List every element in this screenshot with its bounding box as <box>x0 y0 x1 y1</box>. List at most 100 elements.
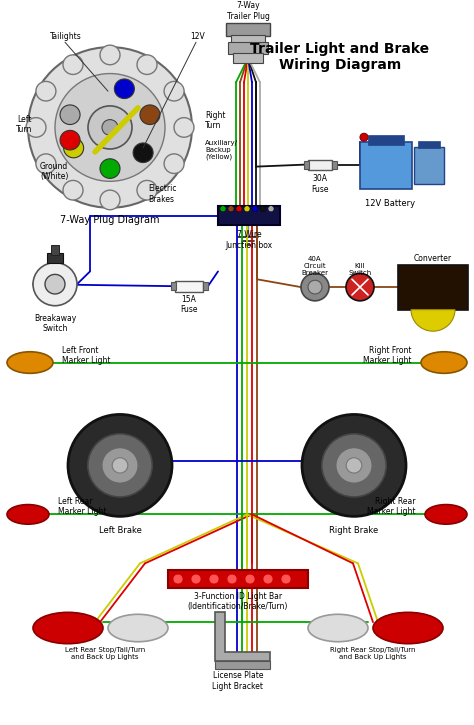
Circle shape <box>137 55 157 75</box>
Circle shape <box>174 117 194 137</box>
Circle shape <box>245 574 255 584</box>
Circle shape <box>244 206 250 212</box>
Text: 30A
Fuse: 30A Fuse <box>311 175 329 194</box>
Text: Ground
(White): Ground (White) <box>40 162 68 181</box>
Text: 7-Way Plug Diagram: 7-Way Plug Diagram <box>60 215 160 225</box>
Circle shape <box>60 105 80 125</box>
Bar <box>398 265 468 310</box>
Polygon shape <box>215 613 270 661</box>
Text: Right Front
Marker Light: Right Front Marker Light <box>364 346 412 365</box>
Circle shape <box>100 190 120 210</box>
Circle shape <box>164 81 184 101</box>
Circle shape <box>227 574 237 584</box>
Ellipse shape <box>373 613 443 644</box>
Circle shape <box>220 206 226 212</box>
Circle shape <box>260 206 266 212</box>
Wedge shape <box>411 310 455 331</box>
Circle shape <box>88 106 132 149</box>
Bar <box>51 245 59 254</box>
Circle shape <box>36 154 56 173</box>
Text: Left Rear Stop/Tail/Turn
and Back Up Lights: Left Rear Stop/Tail/Turn and Back Up Lig… <box>65 647 145 660</box>
Bar <box>233 53 263 63</box>
Circle shape <box>112 457 128 473</box>
Text: 12V Battery: 12V Battery <box>365 199 415 208</box>
Text: 12V: 12V <box>190 32 205 41</box>
Circle shape <box>26 117 46 137</box>
Bar <box>168 571 308 588</box>
Circle shape <box>133 143 153 162</box>
Bar <box>368 136 404 145</box>
Circle shape <box>63 55 83 75</box>
Ellipse shape <box>7 505 49 524</box>
Bar <box>360 142 412 189</box>
Circle shape <box>28 47 192 208</box>
Circle shape <box>102 447 138 484</box>
Ellipse shape <box>425 505 467 524</box>
Ellipse shape <box>33 613 103 644</box>
Circle shape <box>308 281 322 294</box>
Bar <box>231 36 265 43</box>
Bar <box>175 281 203 292</box>
Circle shape <box>114 79 134 99</box>
Circle shape <box>33 262 77 306</box>
Circle shape <box>302 415 406 516</box>
Bar <box>304 161 309 169</box>
Circle shape <box>360 133 368 141</box>
Text: Left Front
Marker Light: Left Front Marker Light <box>62 346 110 365</box>
Text: Kill
Switch: Kill Switch <box>348 263 372 276</box>
Bar <box>228 42 268 54</box>
Text: Auxiliary/
Backup
(Yellow): Auxiliary/ Backup (Yellow) <box>205 140 238 160</box>
Text: Right Rear
Marker Light: Right Rear Marker Light <box>367 497 416 516</box>
Bar <box>215 661 270 669</box>
Ellipse shape <box>308 614 368 642</box>
Circle shape <box>252 206 258 212</box>
Bar <box>218 206 280 225</box>
Bar <box>308 160 332 170</box>
Circle shape <box>88 434 152 497</box>
Bar <box>226 22 270 36</box>
Text: Left Brake: Left Brake <box>99 526 141 535</box>
Text: Tailights: Tailights <box>50 32 82 41</box>
Circle shape <box>102 120 118 136</box>
Circle shape <box>346 273 374 301</box>
Circle shape <box>346 457 362 473</box>
Text: Left
Turn: Left Turn <box>16 115 32 134</box>
Bar <box>414 147 444 184</box>
Circle shape <box>63 181 83 200</box>
Circle shape <box>60 130 80 150</box>
Text: 7 Wire
Junction box: 7 Wire Junction box <box>226 231 273 249</box>
Circle shape <box>45 274 65 294</box>
Circle shape <box>164 154 184 173</box>
Text: Right Rear Stop/Tail/Turn
and Back Up Lights: Right Rear Stop/Tail/Turn and Back Up Li… <box>330 647 416 660</box>
Circle shape <box>173 574 183 584</box>
Circle shape <box>36 81 56 101</box>
Bar <box>418 141 440 148</box>
Bar <box>332 161 337 169</box>
Circle shape <box>281 574 291 584</box>
Circle shape <box>301 273 329 301</box>
Circle shape <box>64 138 83 158</box>
Text: License Plate
Light Bracket: License Plate Light Bracket <box>212 671 264 690</box>
Text: Trailer Light and Brake
Wiring Diagram: Trailer Light and Brake Wiring Diagram <box>250 42 429 72</box>
Text: Converter: Converter <box>414 254 452 262</box>
Circle shape <box>137 181 157 200</box>
Bar <box>171 282 176 290</box>
Text: Right
Turn: Right Turn <box>205 111 226 130</box>
Circle shape <box>263 574 273 584</box>
Circle shape <box>100 159 120 178</box>
Text: 15A
Fuse: 15A Fuse <box>180 295 198 315</box>
Text: 40A
Circuit
Breaker: 40A Circuit Breaker <box>301 257 328 276</box>
Circle shape <box>55 73 165 181</box>
Circle shape <box>336 447 372 484</box>
Text: Right Brake: Right Brake <box>329 526 379 535</box>
Circle shape <box>100 45 120 65</box>
Circle shape <box>236 206 242 212</box>
Text: Breakaway
Switch: Breakaway Switch <box>34 313 76 333</box>
Circle shape <box>322 434 386 497</box>
Text: Electric
Brakes: Electric Brakes <box>148 184 176 204</box>
Circle shape <box>140 105 160 125</box>
Text: Left Rear
Marker Light: Left Rear Marker Light <box>58 497 107 516</box>
Bar <box>47 253 63 262</box>
Ellipse shape <box>108 614 168 642</box>
Text: 7-Way
Trailer Plug: 7-Way Trailer Plug <box>227 1 269 20</box>
